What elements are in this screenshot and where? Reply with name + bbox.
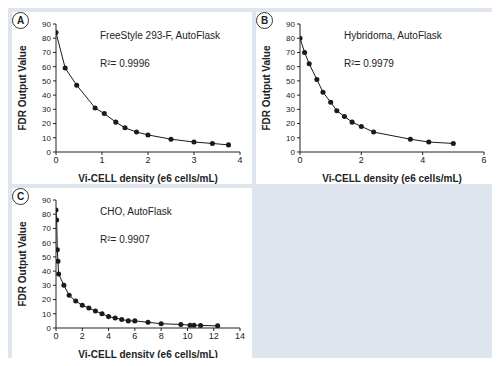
svg-text:10: 10 (182, 331, 192, 341)
html-text:R²= 0.9996: R²= 0.9996 (100, 58, 150, 69)
html-text:CHO, AutoFlask: CHO, AutoFlask (100, 206, 172, 217)
svg-text:0: 0 (291, 148, 296, 157)
html-text:A: A (16, 15, 25, 26)
svg-text:10: 10 (286, 134, 295, 143)
svg-text:80: 80 (42, 210, 51, 219)
svg-text:0: 0 (47, 148, 52, 157)
svg-text:50: 50 (42, 253, 51, 262)
svg-text:20: 20 (42, 295, 51, 304)
svg-text:2: 2 (80, 331, 85, 341)
svg-text:2: 2 (145, 155, 150, 165)
svg-text:70: 70 (42, 224, 51, 233)
svg-text:4: 4 (420, 155, 425, 165)
html-text:C: C (16, 191, 25, 202)
svg-text:8: 8 (159, 331, 164, 341)
svg-text:60: 60 (42, 239, 51, 248)
svg-text:14: 14 (235, 331, 245, 341)
svg-text:50: 50 (42, 77, 51, 86)
svg-text:90: 90 (42, 196, 51, 205)
svg-text:90: 90 (286, 20, 295, 29)
svg-text:12: 12 (209, 331, 219, 341)
svg-text:3: 3 (191, 155, 196, 165)
svg-text:40: 40 (42, 267, 51, 276)
html-text:Hybridoma, AutoFlask: Hybridoma, AutoFlask (344, 30, 442, 41)
svg-text:10: 10 (42, 310, 51, 319)
html-text:FreeStyle 293-F, AutoFlask: FreeStyle 293-F, AutoFlask (100, 30, 221, 41)
svg-text:0: 0 (53, 155, 58, 165)
svg-text:1: 1 (99, 155, 104, 165)
svg-text:20: 20 (286, 119, 295, 128)
svg-text:80: 80 (42, 34, 51, 43)
svg-text:70: 70 (286, 48, 295, 57)
svg-text:80: 80 (286, 34, 295, 43)
svg-text:0: 0 (47, 324, 52, 333)
svg-text:FDR Output Value: FDR Output Value (261, 45, 272, 130)
svg-text:70: 70 (42, 48, 51, 57)
svg-text:40: 40 (42, 91, 51, 100)
svg-text:2: 2 (359, 155, 364, 165)
svg-text:30: 30 (42, 105, 51, 114)
svg-text:50: 50 (286, 77, 295, 86)
svg-text:4: 4 (106, 331, 111, 341)
svg-text:40: 40 (286, 91, 295, 100)
svg-text:Vi-CELL density (e6 cells/mL): Vi-CELL density (e6 cells/mL) (78, 173, 218, 184)
svg-text:Vi-CELL density (e6 cells/mL): Vi-CELL density (e6 cells/mL) (78, 349, 218, 358)
svg-text:10: 10 (42, 134, 51, 143)
svg-text:6: 6 (481, 155, 486, 165)
svg-text:60: 60 (286, 63, 295, 72)
svg-text:FDR Output Value: FDR Output Value (17, 221, 28, 306)
svg-text:0: 0 (297, 155, 302, 165)
html-text:R²= 0.9907: R²= 0.9907 (100, 234, 150, 245)
html-text:B: B (260, 15, 269, 26)
svg-text:0: 0 (53, 331, 58, 341)
svg-text:6: 6 (132, 331, 137, 341)
svg-text:30: 30 (42, 281, 51, 290)
svg-text:60: 60 (42, 63, 51, 72)
svg-text:4: 4 (237, 155, 242, 165)
html-text:R²= 0.9979: R²= 0.9979 (344, 58, 394, 69)
svg-text:20: 20 (42, 119, 51, 128)
svg-text:FDR Output Value: FDR Output Value (17, 45, 28, 130)
svg-text:90: 90 (42, 20, 51, 29)
svg-text:Vi-CELL density (e6 cells/mL): Vi-CELL density (e6 cells/mL) (322, 173, 462, 184)
svg-text:30: 30 (286, 105, 295, 114)
